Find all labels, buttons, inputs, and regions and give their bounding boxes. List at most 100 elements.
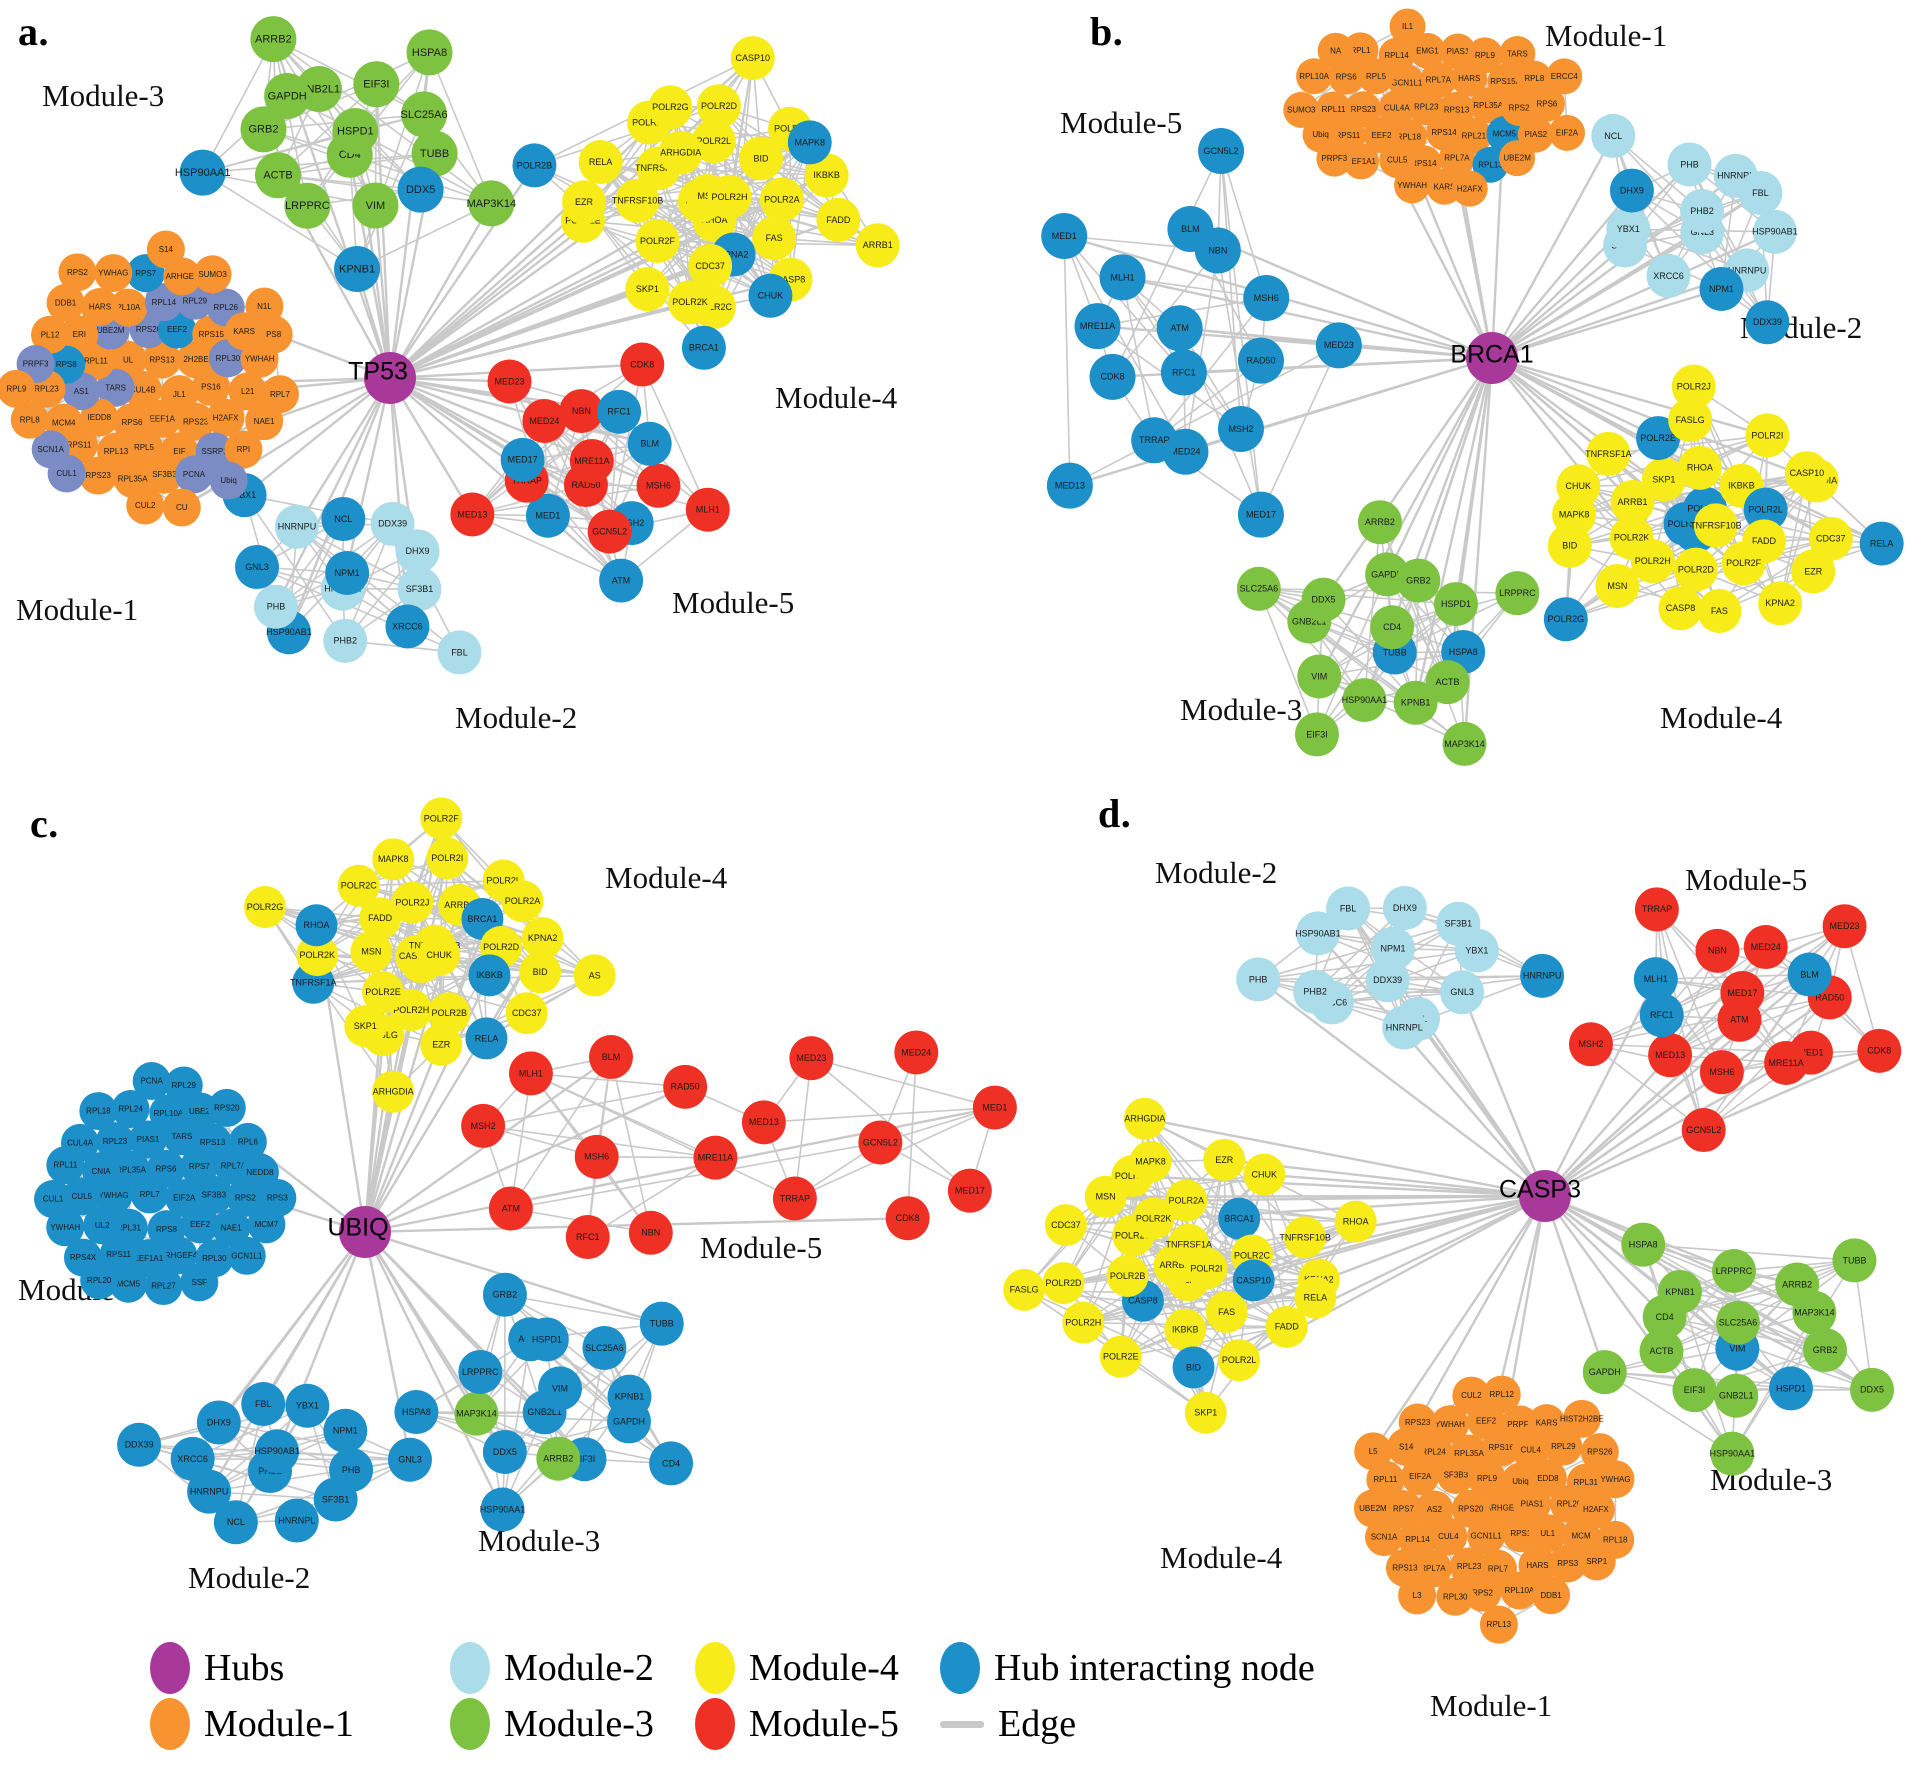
- network-node[interactable]: EIF3I: [1294, 712, 1339, 757]
- network-node[interactable]: HSPD1: [1768, 1366, 1813, 1411]
- network-node[interactable]: TRRAP: [1634, 887, 1679, 932]
- network-node[interactable]: MAPK8: [1129, 1140, 1172, 1183]
- network-node[interactable]: HNRNPU: [1520, 953, 1565, 998]
- network-node[interactable]: DHX9: [196, 1400, 241, 1445]
- network-node[interactable]: NBN: [628, 1210, 673, 1255]
- network-node[interactable]: YBX1: [1454, 928, 1499, 973]
- network-node[interactable]: RAD50: [663, 1064, 708, 1109]
- network-node[interactable]: FBL: [1738, 170, 1783, 215]
- network-node[interactable]: TRRAP: [772, 1176, 817, 1221]
- network-node[interactable]: GAPDH: [606, 1399, 651, 1444]
- network-node[interactable]: MED13: [1648, 1033, 1693, 1078]
- network-node[interactable]: MRE11A: [1074, 303, 1121, 350]
- network-node[interactable]: EZR: [1791, 549, 1836, 594]
- network-node[interactable]: XRCC6: [170, 1436, 215, 1481]
- network-node[interactable]: HARS: [80, 288, 119, 327]
- network-node[interactable]: POLR2A: [759, 177, 804, 222]
- network-node[interactable]: BRCA1: [681, 325, 726, 370]
- network-node[interactable]: RPL18: [79, 1092, 118, 1131]
- network-node[interactable]: NCL: [1591, 113, 1636, 158]
- network-node[interactable]: XRCC6: [1646, 253, 1691, 298]
- network-node[interactable]: VIM: [538, 1366, 583, 1411]
- network-node[interactable]: RPL20: [80, 1261, 119, 1300]
- network-node[interactable]: DDX5: [1301, 577, 1346, 622]
- network-node[interactable]: YBX1: [285, 1383, 330, 1428]
- network-node[interactable]: YWHAG: [1596, 1460, 1635, 1499]
- network-node[interactable]: CD4: [649, 1441, 694, 1486]
- network-node[interactable]: CDC37: [505, 992, 548, 1035]
- network-node[interactable]: HNRNPU: [274, 504, 319, 549]
- network-node[interactable]: MSH6: [1699, 1050, 1744, 1095]
- network-node[interactable]: NA: [1317, 32, 1354, 69]
- network-node[interactable]: GCN5L2: [1681, 1108, 1726, 1153]
- network-node[interactable]: NPM1: [323, 1408, 368, 1453]
- network-node[interactable]: PHB: [1236, 957, 1281, 1002]
- network-node[interactable]: POLR2E: [1099, 1335, 1142, 1378]
- network-node[interactable]: TUBB: [1832, 1238, 1877, 1283]
- network-node[interactable]: RELA: [1859, 521, 1904, 566]
- network-node[interactable]: POLR2F: [1721, 541, 1766, 586]
- network-node[interactable]: MED17: [1720, 971, 1765, 1016]
- network-node[interactable]: LRPPRC: [458, 1349, 503, 1394]
- network-node[interactable]: SUMO3: [193, 255, 232, 294]
- network-node[interactable]: RPL11: [46, 1146, 85, 1185]
- network-node[interactable]: ARRB2: [536, 1436, 581, 1481]
- network-node[interactable]: MAP3K14: [1442, 721, 1487, 766]
- network-node[interactable]: ARRB2: [1357, 500, 1402, 545]
- network-node[interactable]: KPNB1: [334, 245, 381, 292]
- network-node[interactable]: CASP8: [1658, 586, 1703, 631]
- network-node[interactable]: BLM: [627, 421, 672, 466]
- network-node[interactable]: NPM1: [1699, 266, 1744, 311]
- network-node[interactable]: ATM: [1156, 305, 1203, 352]
- network-node[interactable]: PCNA: [174, 455, 213, 494]
- network-node[interactable]: EIF2A: [1548, 114, 1585, 151]
- network-node[interactable]: SKP1: [625, 267, 670, 312]
- network-node[interactable]: POLR2I: [1185, 1247, 1228, 1290]
- network-node[interactable]: ARRB1: [855, 223, 900, 268]
- network-node[interactable]: PRPF3: [1316, 140, 1353, 177]
- network-node[interactable]: CUL1: [47, 454, 86, 493]
- network-node[interactable]: MRE11A: [569, 439, 614, 484]
- network-node[interactable]: HSP90AB1: [1752, 209, 1798, 254]
- network-node[interactable]: SF3B1: [313, 1477, 358, 1522]
- network-node[interactable]: ARHGDIA: [1123, 1097, 1166, 1140]
- network-node[interactable]: EZR: [420, 1023, 463, 1066]
- network-node[interactable]: RFC1: [1160, 349, 1207, 396]
- network-node[interactable]: MED17: [947, 1168, 992, 1213]
- network-node[interactable]: MED23: [1822, 904, 1867, 949]
- network-node[interactable]: NPM1: [325, 550, 370, 595]
- network-node[interactable]: GNL3: [1440, 970, 1485, 1015]
- network-node[interactable]: HSPD1: [332, 108, 379, 155]
- network-node[interactable]: NBN: [559, 389, 604, 434]
- network-node[interactable]: ACTB: [255, 152, 302, 199]
- network-node[interactable]: BID: [1172, 1346, 1215, 1389]
- network-node[interactable]: CHUK: [748, 273, 793, 318]
- network-node[interactable]: GAPDH: [264, 72, 311, 119]
- network-node[interactable]: FAS: [1697, 589, 1742, 634]
- network-node[interactable]: SLC25A6: [401, 91, 448, 138]
- network-node[interactable]: PHB: [253, 584, 298, 629]
- network-node[interactable]: HNRNPL: [274, 1498, 319, 1543]
- network-node[interactable]: POLR2D: [1042, 1262, 1085, 1305]
- network-node[interactable]: VIM: [1297, 654, 1342, 699]
- network-node[interactable]: POLR2B: [512, 143, 557, 188]
- network-node[interactable]: CD4: [1370, 605, 1415, 650]
- network-node[interactable]: CUL1: [34, 1180, 73, 1219]
- network-node[interactable]: DHX9: [395, 529, 440, 574]
- network-node[interactable]: HNRNPL: [1382, 1005, 1427, 1050]
- network-node[interactable]: BLM: [1787, 952, 1832, 997]
- network-node[interactable]: RFC1: [597, 389, 642, 434]
- network-node[interactable]: IL1: [1389, 8, 1426, 45]
- network-node[interactable]: POLR2I: [426, 837, 469, 880]
- network-node[interactable]: RPS20: [207, 1088, 246, 1127]
- network-node[interactable]: FAS: [752, 216, 797, 261]
- network-node[interactable]: [339, 1206, 391, 1258]
- network-node[interactable]: GCN1L1: [227, 1236, 266, 1275]
- network-node[interactable]: MSN: [1595, 563, 1640, 608]
- network-node[interactable]: SSF: [180, 1263, 219, 1302]
- network-node[interactable]: NCL: [321, 497, 366, 542]
- network-node[interactable]: RHOA: [1677, 445, 1722, 490]
- network-node[interactable]: NBN: [1194, 227, 1241, 274]
- network-node[interactable]: RELA: [578, 140, 623, 185]
- network-node[interactable]: MRE11A: [1764, 1040, 1809, 1085]
